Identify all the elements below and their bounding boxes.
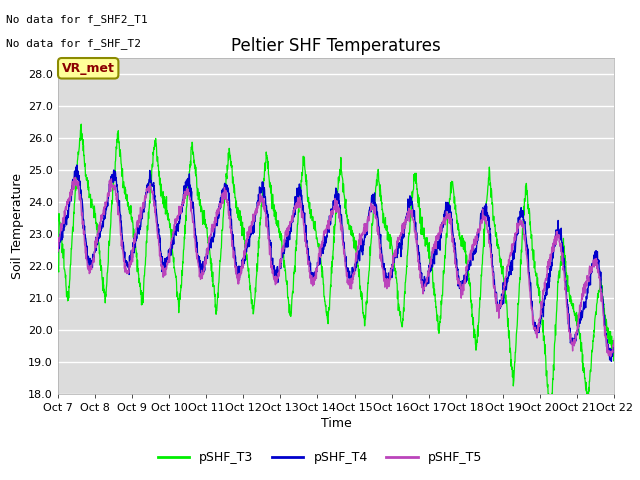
pSHF_T5 (54, 243, 61, 249)
pSHF_T5 (611, 336, 618, 342)
Y-axis label: Soil Temperature: Soil Temperature (11, 173, 24, 278)
pSHF_T5 (607, 354, 614, 360)
pSHF_T4 (73, 162, 81, 168)
pSHF_T5 (595, 266, 602, 272)
pSHF_T4 (492, 289, 500, 295)
pSHF_T4 (607, 359, 615, 364)
pSHF_T4 (595, 259, 602, 265)
pSHF_T3 (611, 340, 618, 346)
pSHF_T4 (595, 257, 602, 263)
pSHF_T3 (83, 177, 90, 183)
Title: Peltier SHF Temperatures: Peltier SHF Temperatures (231, 36, 441, 55)
Line: pSHF_T5: pSHF_T5 (58, 177, 614, 357)
pSHF_T4 (54, 249, 61, 255)
Line: pSHF_T3: pSHF_T3 (58, 124, 614, 417)
Text: No data for f_SHF_T2: No data for f_SHF_T2 (6, 38, 141, 49)
Text: No data for f_SHF2_T1: No data for f_SHF2_T1 (6, 14, 148, 25)
pSHF_T4 (310, 278, 317, 284)
Line: pSHF_T4: pSHF_T4 (58, 165, 614, 361)
pSHF_T3 (595, 289, 603, 295)
X-axis label: Time: Time (321, 417, 351, 430)
pSHF_T4 (83, 240, 90, 246)
pSHF_T4 (324, 224, 332, 229)
Legend: pSHF_T3, pSHF_T4, pSHF_T5: pSHF_T3, pSHF_T4, pSHF_T5 (153, 446, 487, 469)
pSHF_T3 (547, 414, 554, 420)
pSHF_T3 (54, 263, 61, 268)
pSHF_T3 (324, 306, 332, 312)
pSHF_T5 (310, 279, 317, 285)
pSHF_T5 (595, 269, 602, 275)
pSHF_T5 (72, 174, 79, 180)
pSHF_T5 (492, 302, 500, 308)
pSHF_T3 (77, 121, 85, 127)
pSHF_T5 (83, 249, 90, 254)
pSHF_T3 (595, 288, 602, 293)
Text: VR_met: VR_met (62, 62, 115, 75)
pSHF_T3 (492, 230, 500, 236)
pSHF_T4 (611, 338, 618, 344)
pSHF_T5 (324, 221, 332, 227)
pSHF_T3 (310, 225, 317, 230)
